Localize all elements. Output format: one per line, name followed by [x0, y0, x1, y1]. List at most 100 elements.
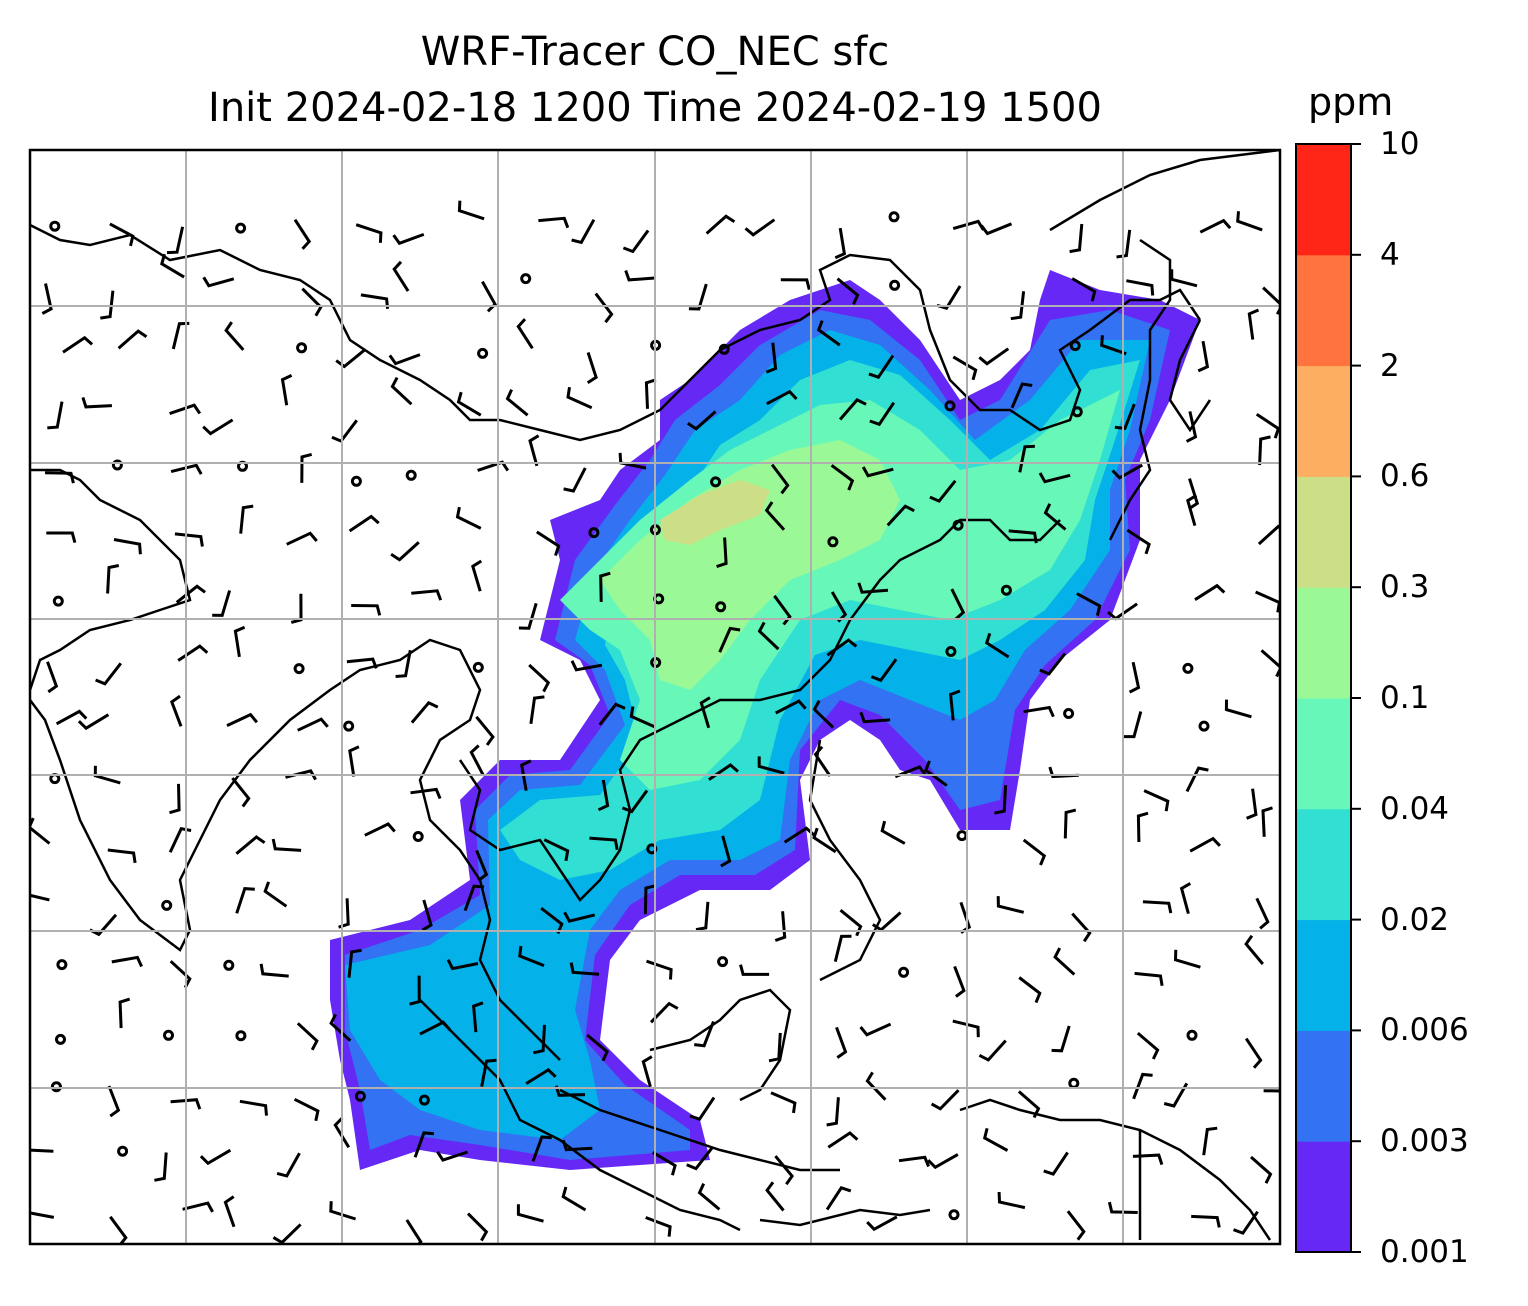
calm-wind-marker — [945, 646, 957, 657]
wind-barb — [331, 419, 358, 443]
wind-barb — [774, 911, 787, 942]
wind-barb — [100, 290, 115, 320]
wind-barb — [566, 386, 593, 410]
plume-level-0.3 — [660, 480, 770, 545]
calm-wind-marker — [354, 1090, 366, 1102]
wind-barb — [780, 278, 811, 290]
wind-barb — [348, 514, 380, 533]
wind-barb — [117, 329, 148, 350]
wind-barb — [770, 463, 790, 495]
wind-barb — [481, 280, 497, 313]
wind-barb — [518, 945, 545, 967]
wind-barb — [263, 881, 288, 908]
wind-barb — [621, 789, 649, 814]
wind-barb — [1010, 291, 1026, 321]
wind-barb — [1076, 592, 1102, 616]
colorbar-bin — [1296, 1141, 1351, 1253]
wind-barb — [694, 1020, 715, 1048]
wind-barb — [202, 276, 235, 288]
map-frame — [28, 148, 1282, 1246]
calm-wind-marker — [56, 959, 68, 971]
wind-barb — [118, 997, 131, 1029]
wind-barb — [388, 353, 421, 366]
wind-barb — [529, 695, 545, 725]
wind-barb — [936, 285, 962, 310]
wind-barb — [1051, 1025, 1071, 1053]
calm-wind-marker — [898, 966, 910, 978]
wind-barb — [1191, 1214, 1221, 1228]
colorbar-tick-label: 0.003 — [1380, 1123, 1469, 1160]
wind-barb — [329, 1013, 352, 1042]
wind-barb — [586, 352, 598, 384]
wind-barb — [812, 827, 837, 854]
colorbar-units-label: ppm — [1308, 80, 1394, 124]
wind-barb — [81, 396, 112, 409]
wind-barb — [1179, 882, 1192, 914]
wind-barb — [839, 909, 863, 937]
wind-barb — [825, 1186, 852, 1211]
wind-barb — [169, 403, 202, 416]
wind-barb — [41, 283, 53, 315]
wind-barb — [410, 700, 439, 724]
wind-barb — [300, 452, 313, 483]
wind-barb — [475, 715, 495, 746]
wind-barb — [686, 410, 717, 431]
wind-barb — [46, 661, 59, 694]
map-title-line2: Init 2024-02-18 1200 Time 2024-02-19 150… — [208, 85, 1102, 131]
wind-barb — [535, 530, 561, 557]
wind-barb — [44, 471, 75, 484]
wind-barb — [1132, 1072, 1153, 1100]
wind-barb — [543, 838, 570, 862]
wind-barb — [950, 588, 966, 621]
calm-wind-marker — [944, 400, 956, 412]
wind-barb — [644, 378, 657, 409]
colorbar-bin — [1296, 1030, 1351, 1142]
wind-barb — [718, 626, 741, 653]
wind-barb — [838, 398, 867, 421]
wind-barb — [1173, 949, 1201, 969]
wind-barb — [538, 216, 570, 229]
wind-barb — [720, 835, 732, 868]
wind-barb — [106, 564, 120, 594]
wind-barb — [1071, 277, 1097, 302]
wind-barb — [226, 712, 259, 727]
wind-barb — [1250, 1155, 1273, 1184]
wind-barb — [30, 893, 50, 902]
wind-barb — [1017, 1090, 1041, 1119]
wind-barb — [1170, 269, 1198, 288]
wind-barb — [109, 1215, 128, 1244]
wind-barb — [765, 1181, 785, 1212]
wind-barb — [223, 1195, 236, 1228]
wind-barb — [870, 658, 898, 683]
wind-barb — [1186, 494, 1198, 527]
wind-barb — [259, 963, 289, 978]
wind-barb — [1071, 912, 1092, 943]
wind-barb — [528, 663, 551, 693]
wind-barb — [833, 934, 852, 962]
wind-barb — [1043, 1151, 1069, 1176]
wind-barb — [705, 214, 736, 235]
wind-barb — [996, 896, 1025, 914]
wind-barb — [561, 1186, 587, 1212]
wind-barb — [1257, 524, 1280, 546]
wind-barb — [1039, 652, 1067, 676]
wind-barb — [589, 836, 619, 851]
calm-wind-marker — [889, 279, 901, 291]
wind-barb — [826, 1097, 840, 1127]
wind-barb — [293, 218, 312, 250]
wind-barb — [475, 849, 489, 882]
calm-wind-marker — [472, 661, 484, 673]
calm-wind-marker — [1182, 662, 1194, 674]
calm-wind-marker — [1198, 720, 1210, 732]
calm-wind-marker — [948, 1209, 960, 1221]
wind-barb — [1244, 1037, 1263, 1069]
plume-level-0.04 — [560, 390, 1120, 790]
wind-barb — [518, 602, 538, 630]
wind-barb — [641, 1055, 653, 1088]
wind-barb — [688, 283, 708, 311]
calm-wind-marker — [418, 1094, 430, 1106]
calm-wind-marker — [715, 601, 727, 613]
wind-barb — [335, 348, 366, 369]
wind-barb — [170, 463, 203, 475]
